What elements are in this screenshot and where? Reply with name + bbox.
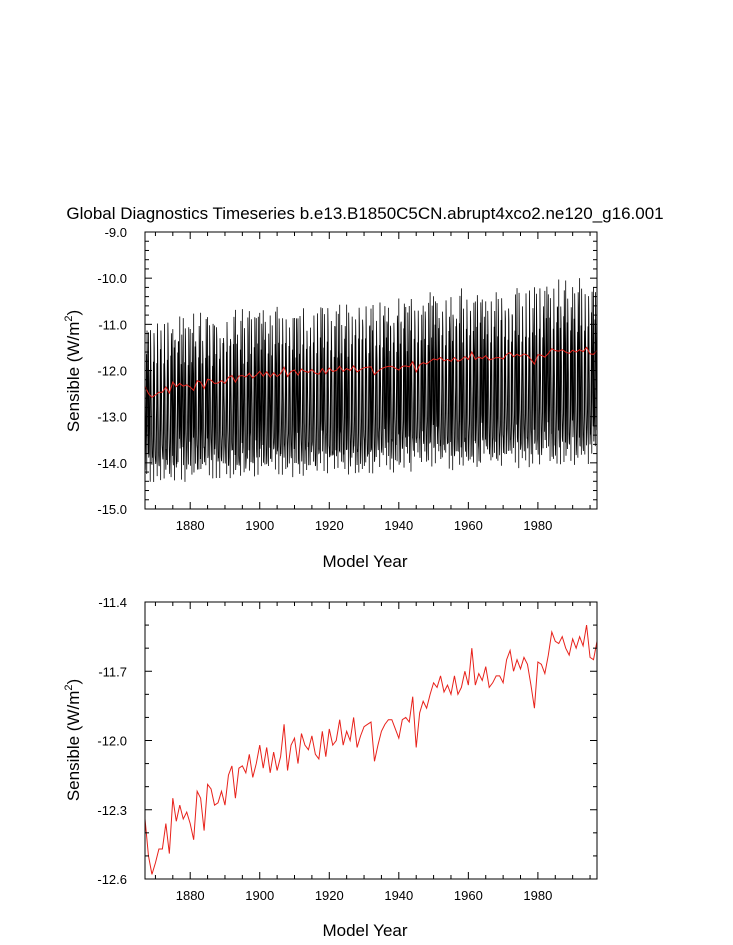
series-annual-mean-line-bottom [145,624,597,875]
axes-top: 1880 1900 1920 1940 1960 1980 -15.0 -14.0 -13.0 -… [97,225,598,533]
y-axis-label-top-text: Sensible (W/m [64,322,83,433]
y-tick-label: -13.0 [97,410,127,425]
y-tick-label: -11.7 [98,664,127,679]
y-tick-label: -11.0 [98,317,127,332]
plot-area-bottom [145,624,597,875]
x-tick-label: 1900 [245,888,274,903]
y-tick-label: -12.0 [97,364,127,379]
series-monthly-line [145,278,597,482]
y-tick-label: -10.0 [97,271,127,286]
x-tick-label: 1900 [245,518,274,533]
y-tick-label: -12.0 [97,734,127,749]
y-tick-label: -12.3 [97,803,127,818]
x-tick-label: 1960 [454,518,483,533]
y-axis-label-bottom-sup: 2 [63,685,75,691]
y-axis-label-top-end: ) [64,310,83,316]
y-tick-label: -15.0 [97,502,127,517]
x-tick-label: 1980 [523,888,552,903]
y-tick-label: -12.6 [97,872,127,887]
y-axis-label-bottom-end: ) [64,679,83,685]
x-tick-label: 1980 [523,518,552,533]
chart-title: Global Diagnostics Timeseries b.e13.B185… [66,204,663,223]
y-tick-label: -14.0 [97,456,127,471]
y-axis-label-top-sup: 2 [63,316,75,322]
y-axis-label-bottom: Sensible (W/m2) [63,679,83,801]
plot-area-top [145,278,597,482]
plot-frame [144,601,598,880]
y-axis-label-bottom-text: Sensible (W/m [64,691,83,802]
x-tick-label: 1920 [315,518,344,533]
chart-top: Global Diagnostics Timeseries b.e13.B185… [63,204,664,571]
x-tick-label: 1880 [176,518,205,533]
x-tick-label: 1880 [176,888,205,903]
x-tick-label: 1960 [454,888,483,903]
axes-bottom: 1880 1900 1920 1940 1960 1980 -12.6 -12.3 -12.0 -… [97,595,598,903]
x-axis-label-top: Model Year [322,552,407,571]
chart-bottom: 1880 1900 1920 1940 1960 1980 -12.6 -12.3 -12.0 -… [63,595,598,940]
x-tick-label: 1940 [384,518,413,533]
series-annual-mean-line-top [145,346,597,398]
x-tick-label: 1920 [315,888,344,903]
y-tick-label: -11.4 [98,595,127,610]
x-axis-label-bottom: Model Year [322,921,407,940]
x-tick-label: 1940 [384,888,413,903]
y-tick-label: -9.0 [105,225,127,240]
y-axis-label-top: Sensible (W/m2) [63,310,83,432]
